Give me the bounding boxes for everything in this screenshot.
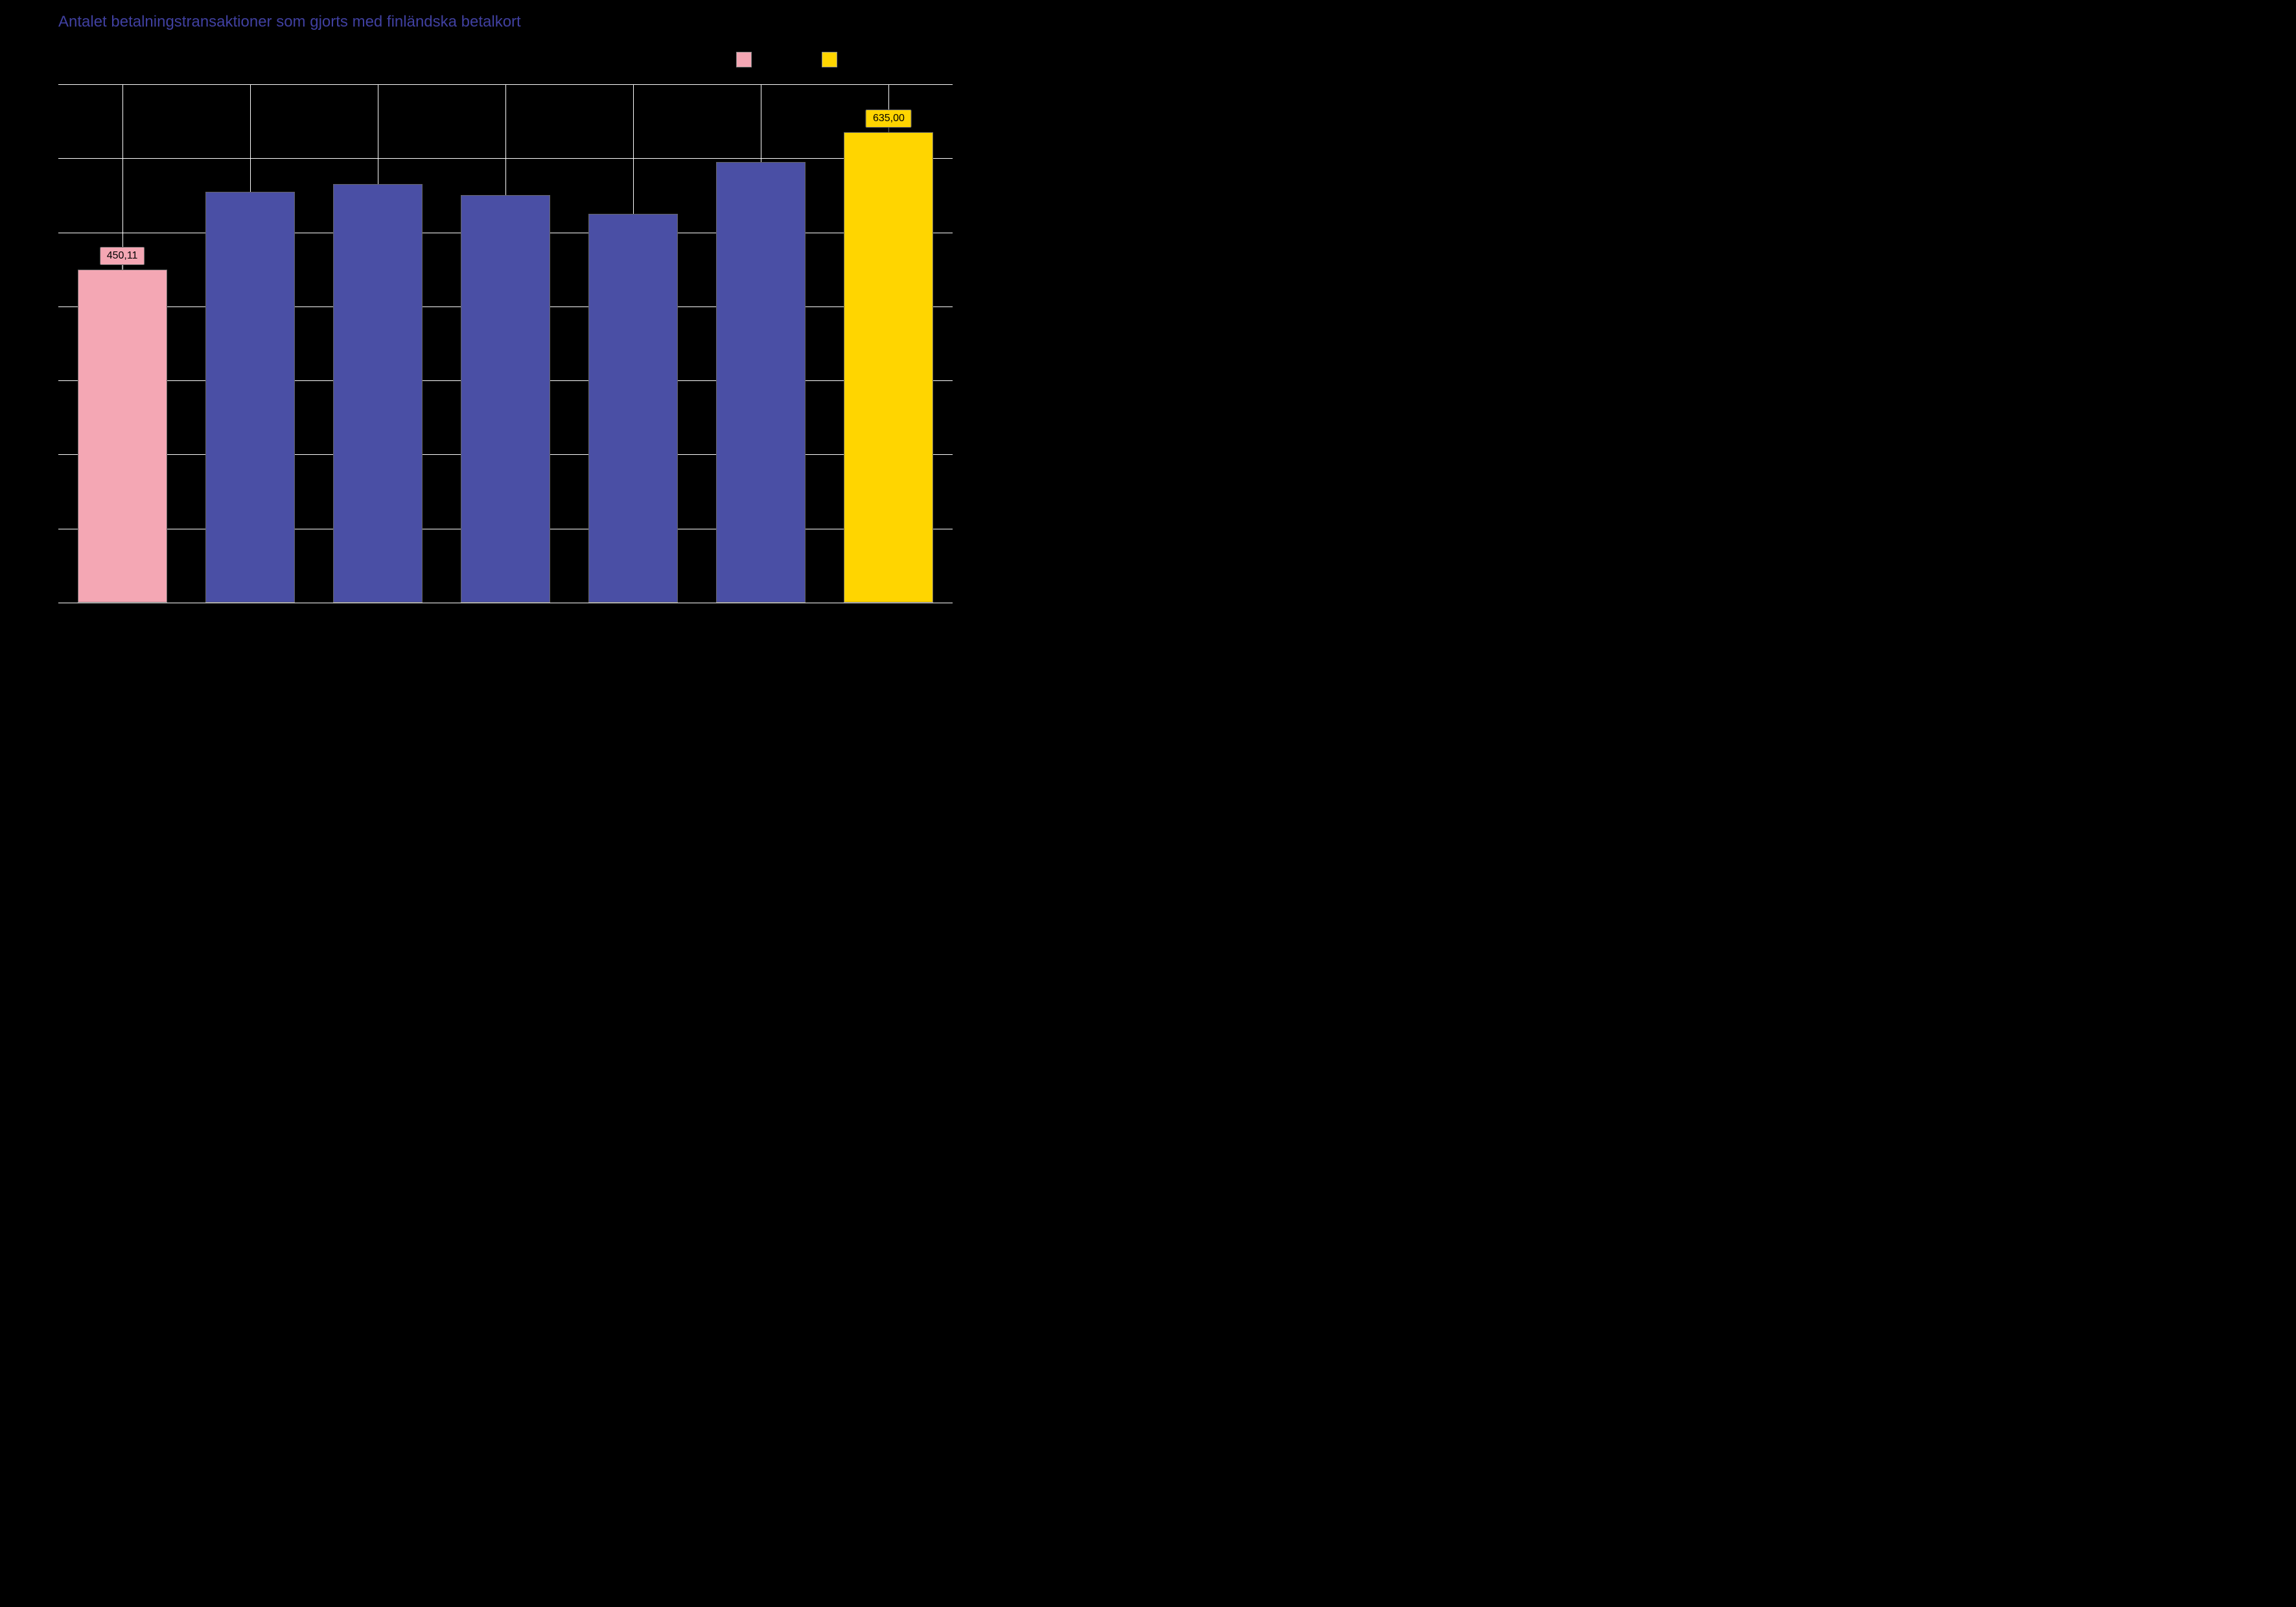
legend-item-max xyxy=(822,52,842,67)
chart-legend xyxy=(736,52,842,67)
bar xyxy=(588,214,678,603)
bar xyxy=(333,184,423,603)
chart-container: Antalet betalningstransaktioner som gjor… xyxy=(13,13,972,661)
bar-value-label: 450,11 xyxy=(100,247,145,265)
plot-area: 450,11 635,00 xyxy=(58,84,953,603)
bar xyxy=(716,162,806,603)
bar-value-label: 635,00 xyxy=(866,110,912,128)
bar: 635,00 xyxy=(844,132,933,603)
legend-item-min xyxy=(736,52,757,67)
bar: 450,11 xyxy=(78,270,167,603)
legend-swatch-min xyxy=(736,52,752,67)
bar xyxy=(205,192,295,603)
bar xyxy=(461,195,550,603)
legend-swatch-max xyxy=(822,52,837,67)
chart-title: Antalet betalningstransaktioner som gjor… xyxy=(58,13,972,31)
